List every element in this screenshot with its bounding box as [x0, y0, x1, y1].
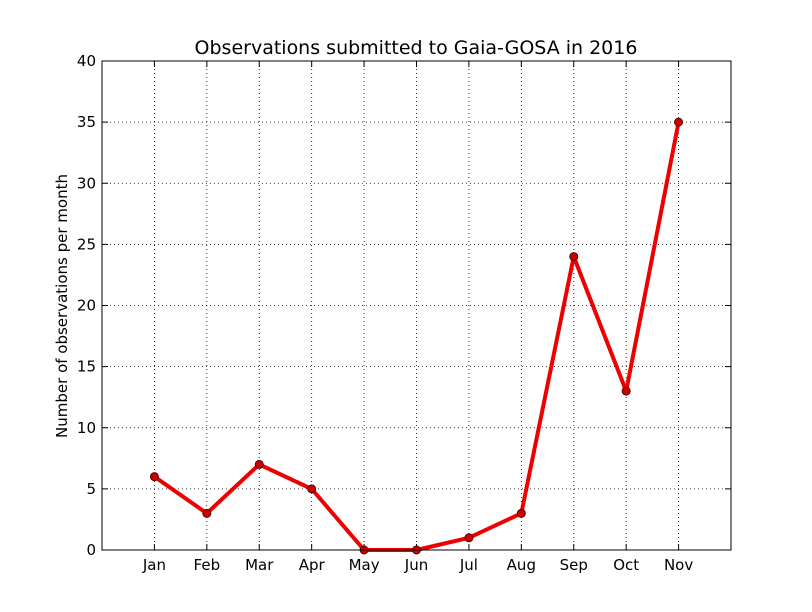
data-point: [674, 117, 684, 127]
y-tick-label: 30: [77, 174, 96, 192]
x-tick-label: Mar: [245, 556, 274, 574]
y-tick-label: 0: [86, 541, 96, 559]
chart-title: Observations submitted to Gaia-GOSA in 2…: [195, 37, 638, 59]
y-tick-label: 5: [86, 480, 96, 498]
data-point: [254, 459, 264, 469]
y-tick-label: 10: [77, 419, 96, 437]
plot-frame: [101, 60, 732, 551]
y-tick-label: 25: [77, 235, 96, 253]
data-point: [149, 472, 159, 482]
y-axis-label: Number of observations per month: [53, 174, 71, 438]
x-tick-label: Aug: [507, 556, 536, 574]
x-tick-label: Jul: [459, 556, 478, 574]
data-point: [516, 508, 526, 518]
data-point: [307, 484, 317, 494]
x-tick-label: Nov: [664, 556, 693, 574]
x-tick-label: Jan: [142, 556, 166, 574]
x-tick-label: Jun: [404, 556, 428, 574]
grid: [102, 61, 731, 550]
data-point: [202, 508, 212, 518]
x-tick-label: Apr: [299, 556, 326, 574]
axis-ticks: 0 5 10 15 20 25 30 35 40 Jan Feb Mar Apr May Jun Jul Aug…: [77, 52, 731, 574]
data-point: [464, 533, 474, 543]
y-tick-label: 35: [77, 113, 96, 131]
y-tick-label: 20: [77, 297, 96, 315]
x-tick-label: Oct: [613, 556, 639, 574]
x-tick-label: May: [349, 556, 380, 574]
data-point: [569, 252, 579, 262]
data-point: [621, 386, 631, 396]
x-tick-label: Sep: [560, 556, 588, 574]
y-tick-label: 40: [77, 52, 96, 70]
y-tick-label: 15: [77, 358, 96, 376]
x-tick-label: Feb: [194, 556, 221, 574]
